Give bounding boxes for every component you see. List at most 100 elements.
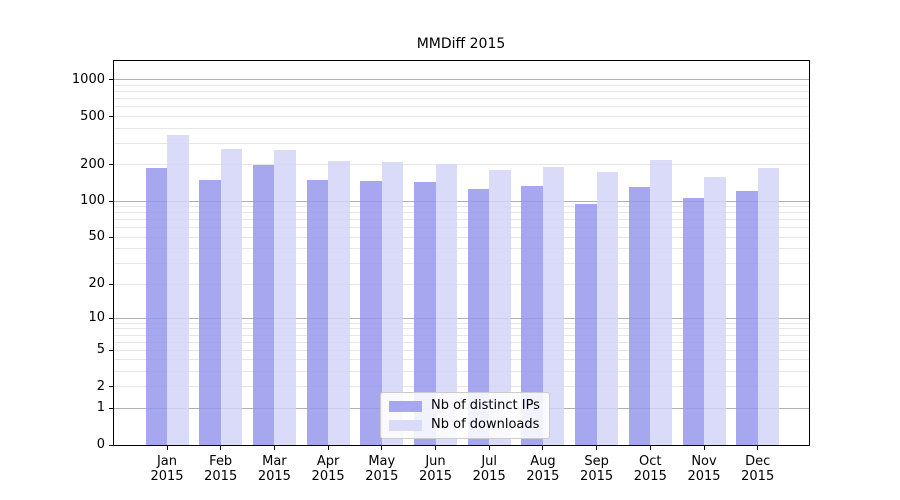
- gridline-minor: [114, 334, 809, 336]
- legend-label-downloads: Nb of downloads: [431, 417, 540, 432]
- bar-downloads-jul: [489, 170, 511, 445]
- x-tick-mark: [327, 446, 329, 450]
- x-tick-mark: [381, 446, 383, 450]
- gridline-minor: [114, 219, 809, 221]
- bar-downloads-aug: [542, 166, 565, 445]
- legend-swatch-downloads: [389, 419, 422, 431]
- gridline-minor: [114, 359, 809, 361]
- gridline-minor: [114, 127, 809, 129]
- x-tick-month: Jan: [156, 454, 178, 469]
- legend: Nb of distinct IPs Nb of downloads: [380, 392, 550, 439]
- y-tick-label: 2: [96, 378, 105, 394]
- x-tick-label-jan: Jan 2015: [132, 454, 202, 484]
- x-tick-mark: [757, 446, 759, 450]
- x-tick-year: 2015: [472, 469, 506, 484]
- bar-distinct-ips-mar: [252, 164, 275, 445]
- gridline-major: [114, 317, 809, 319]
- y-tick-mark: [109, 444, 113, 446]
- x-tick-year: 2015: [580, 469, 614, 484]
- gridline-minor: [114, 85, 809, 87]
- y-tick-label: 5: [96, 342, 105, 358]
- x-tick-mark: [273, 446, 275, 450]
- x-tick-year: 2015: [150, 469, 184, 484]
- x-tick-year: 2015: [526, 469, 560, 484]
- bar-distinct-ips-may: [360, 180, 382, 445]
- x-tick-mark: [649, 446, 651, 450]
- x-tick-label-dec: Dec 2015: [723, 454, 793, 484]
- bar-distinct-ips-apr: [306, 179, 329, 445]
- gridline-minor: [114, 349, 809, 351]
- gridline-minor: [114, 106, 809, 108]
- gridline-minor: [114, 341, 809, 343]
- bar-distinct-ips-jun: [414, 182, 436, 445]
- gridline-major: [114, 79, 809, 81]
- x-tick-label-nov: Nov 2015: [669, 454, 739, 484]
- bar-downloads-nov: [704, 177, 726, 445]
- gridline-minor: [114, 98, 809, 100]
- bar-distinct-ips-sep: [575, 203, 597, 445]
- x-tick-mark: [220, 446, 222, 450]
- x-tick-mark: [435, 446, 436, 450]
- x-tick-label-aug: Aug 2015: [508, 454, 578, 484]
- bar-distinct-ips-feb: [199, 179, 221, 445]
- bar-distinct-ips-oct: [628, 187, 651, 445]
- gridline-minor: [114, 322, 809, 324]
- gridline-minor: [114, 206, 809, 208]
- legend-label-distinct-ips: Nb of distinct IPs: [431, 398, 540, 413]
- x-tick-year: 2015: [741, 469, 775, 484]
- gridline-minor: [114, 263, 809, 265]
- x-tick-year: 2015: [633, 469, 667, 484]
- y-tick-mark: [109, 407, 113, 409]
- plot-area: Nb of distinct IPs Nb of downloads 1000 5…: [72, 60, 810, 484]
- bar-downloads-apr: [328, 161, 350, 445]
- x-tick-year: 2015: [204, 469, 238, 484]
- x-tick-month: Feb: [209, 454, 233, 469]
- gridline-minor: [114, 212, 809, 214]
- y-tick-mark: [109, 349, 113, 351]
- bar-distinct-ips-aug: [521, 186, 543, 445]
- gridline-major: [114, 200, 809, 202]
- y-tick-mark: [109, 164, 113, 166]
- x-tick-label-apr: Apr 2015: [293, 454, 363, 484]
- x-tick-label-mar: Mar 2015: [239, 454, 309, 484]
- x-tick-month: Jun: [425, 454, 446, 469]
- bar-distinct-ips-jan: [145, 167, 167, 445]
- gridline-minor: [114, 116, 809, 118]
- gridline-minor: [114, 142, 809, 144]
- x-tick-label-sep: Sep 2015: [562, 454, 632, 484]
- x-tick-mark: [488, 446, 490, 450]
- bar-downloads-mar: [274, 150, 296, 445]
- legend-item-downloads: Nb of downloads: [389, 417, 540, 433]
- bar-downloads-feb: [220, 149, 243, 445]
- y-tick-label: 0: [96, 437, 105, 452]
- x-tick-month: Aug: [530, 454, 556, 469]
- chart-title: MMDiff 2015: [416, 36, 506, 52]
- legend-item-distinct-ips: Nb of distinct IPs: [389, 398, 540, 414]
- gridline-minor: [114, 371, 809, 373]
- y-tick-mark: [109, 236, 113, 238]
- x-tick-label-may: May 2015: [347, 454, 417, 484]
- x-tick-month: Mar: [262, 454, 287, 469]
- x-tick-year: 2015: [365, 469, 399, 484]
- bar-downloads-dec: [757, 167, 780, 445]
- y-tick-label: 100: [80, 193, 105, 209]
- bar-downloads-jun: [435, 163, 457, 445]
- x-tick-month: Oct: [639, 454, 662, 469]
- x-tick-label-jul: Jul 2015: [454, 454, 524, 484]
- x-tick-month: Apr: [316, 454, 340, 469]
- x-tick-year: 2015: [687, 469, 721, 484]
- legend-swatch-distinct-ips: [389, 400, 422, 412]
- y-tick-label: 500: [80, 108, 105, 124]
- x-tick-mark: [596, 446, 598, 450]
- x-tick-mark: [542, 446, 544, 450]
- y-tick-label: 20: [88, 276, 105, 292]
- gridline-minor: [114, 91, 809, 93]
- gridline-minor: [114, 227, 809, 229]
- y-tick-label: 1000: [71, 71, 105, 87]
- y-tick-mark: [109, 317, 113, 319]
- x-tick-label-oct: Oct 2015: [615, 454, 685, 484]
- bar-distinct-ips-jul: [467, 189, 490, 445]
- y-tick-label: 1: [96, 400, 105, 416]
- x-tick-month: Jul: [481, 454, 498, 469]
